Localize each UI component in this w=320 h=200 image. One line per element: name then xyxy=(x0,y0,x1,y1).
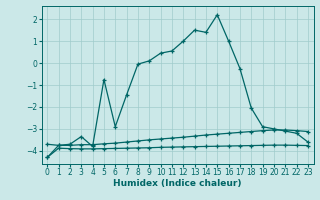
X-axis label: Humidex (Indice chaleur): Humidex (Indice chaleur) xyxy=(113,179,242,188)
